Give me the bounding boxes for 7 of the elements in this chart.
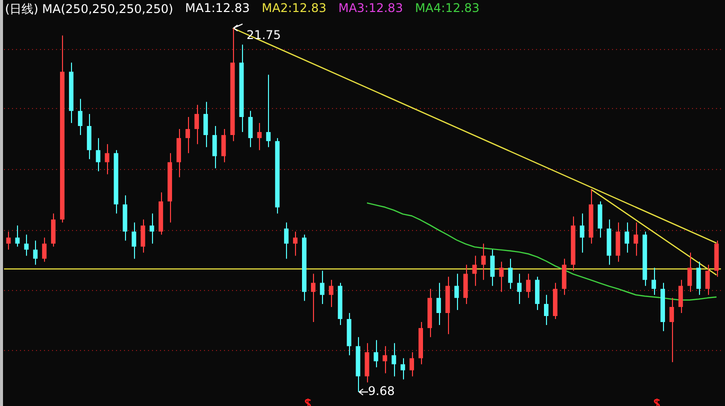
annotation: 21.75 [246,28,281,42]
chart-title: (日线) MA(250,250,250,250) [5,1,174,18]
text: MA2:12.83 [262,1,326,17]
text: MA4:12.83 [414,1,480,17]
text: MA1:12.83 [185,1,250,17]
annotation: 9.68 [368,384,395,398]
text: MA3:12.83 [338,1,403,17]
